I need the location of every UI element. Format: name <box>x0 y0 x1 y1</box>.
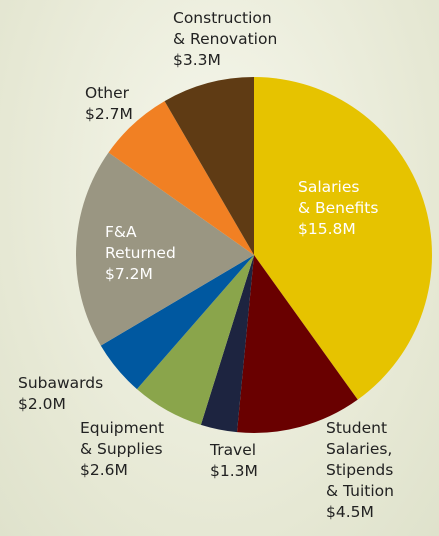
pie-slice <box>254 77 432 400</box>
value-label: $2.6M <box>80 461 128 479</box>
value-label: $2.7M <box>85 105 133 123</box>
slice-label: Equipment & Supplies $2.6M <box>80 418 164 481</box>
pie-slice <box>100 255 254 390</box>
slice-label: Travel $1.3M <box>210 440 258 482</box>
value-label: $7.2M <box>105 265 153 283</box>
category-label: Subawards <box>18 374 104 392</box>
category-label: Equipment & Supplies <box>80 419 165 458</box>
pie-slice <box>108 101 254 256</box>
slice-label: Other $2.7M <box>85 83 133 125</box>
slice-label: F&A Returned $7.2M <box>105 222 176 285</box>
value-label: $15.8M <box>298 220 356 238</box>
slice-label: Salaries & Benefits $15.8M <box>298 177 378 240</box>
value-label: $2.0M <box>18 395 66 413</box>
slice-label: Subawards $2.0M <box>18 373 103 415</box>
value-label: $3.3M <box>173 51 221 69</box>
pie-slice <box>200 255 254 433</box>
category-label: Travel <box>210 441 257 459</box>
pie-slice <box>136 255 254 425</box>
pie-slice <box>236 255 358 433</box>
category-label: Student Salaries, Stipends & Tuition <box>326 419 394 500</box>
value-label: $1.3M <box>210 462 258 480</box>
value-label: $4.5M <box>326 503 374 521</box>
pie-slice <box>76 152 255 346</box>
pie-slice <box>164 77 254 255</box>
slice-label: Construction & Renovation $3.3M <box>173 8 277 71</box>
category-label: F&A Returned <box>105 223 176 262</box>
category-label: Construction & Renovation <box>173 9 278 48</box>
category-label: Salaries & Benefits <box>298 178 379 217</box>
slice-label: Student Salaries, Stipends & Tuition $4.5… <box>326 418 394 523</box>
category-label: Other <box>85 84 130 102</box>
